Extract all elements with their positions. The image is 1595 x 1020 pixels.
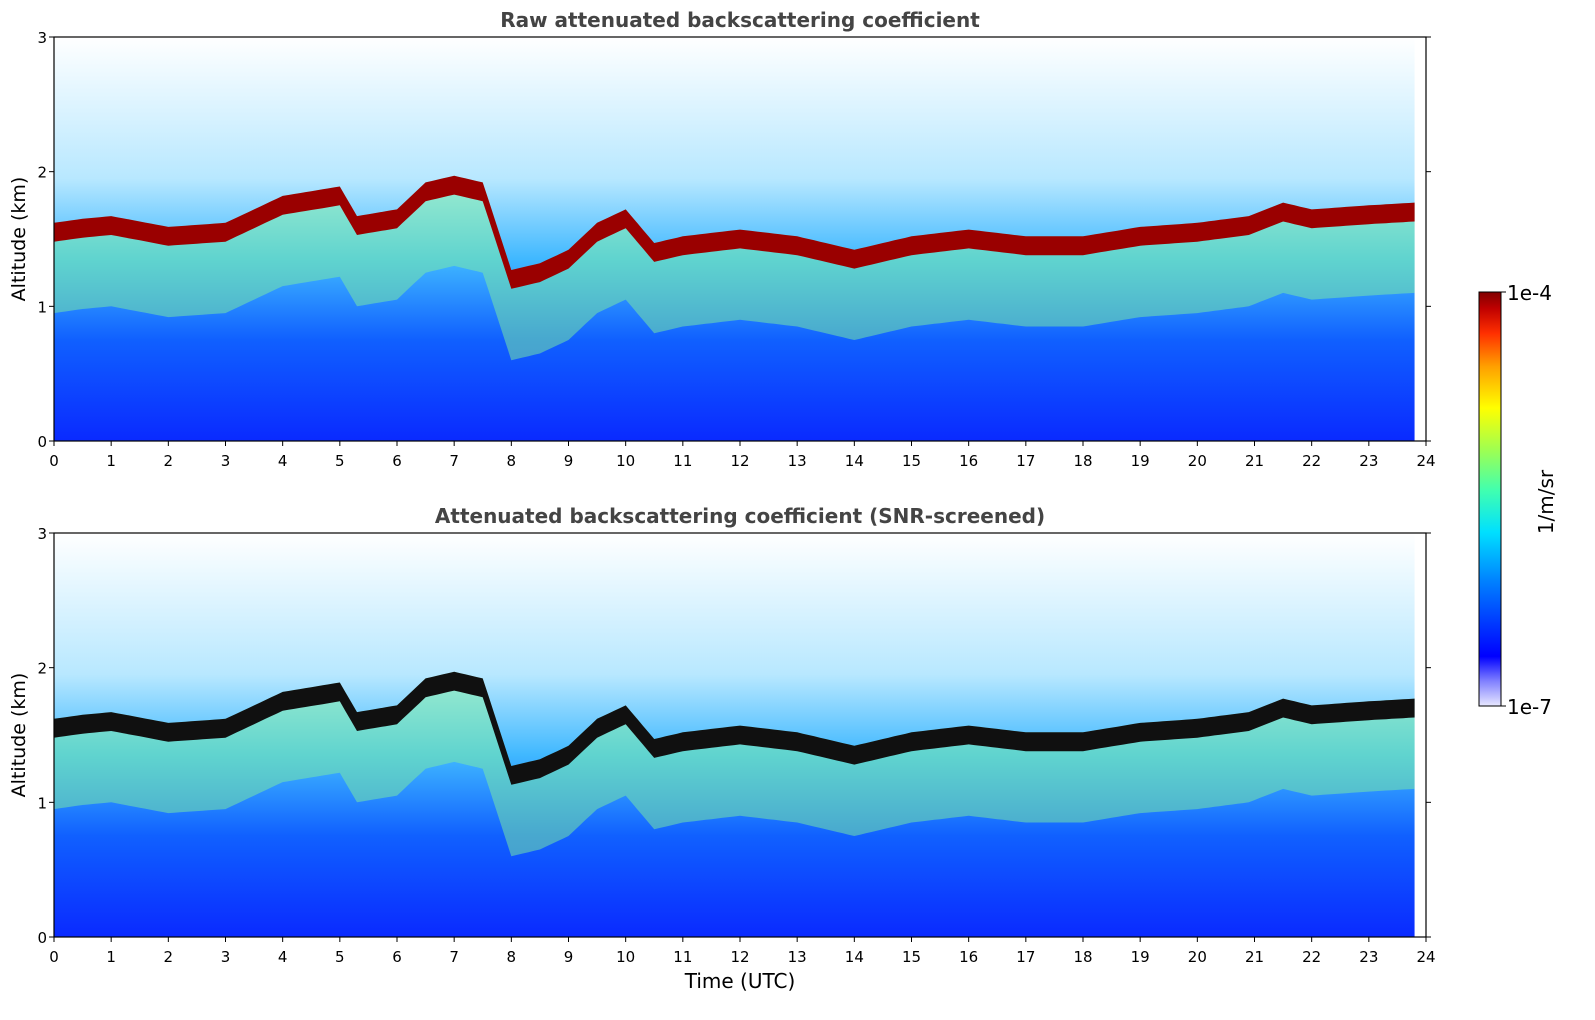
x-tick-label: 1: [106, 948, 116, 966]
chart-title: Raw attenuated backscattering coefficien…: [500, 8, 980, 32]
panel-raw: Raw attenuated backscattering coefficien…: [8, 8, 1436, 470]
colorbar-min-label: 1e-7: [1507, 695, 1552, 719]
x-tick-label: 8: [507, 948, 517, 966]
x-tick-label: 18: [1073, 452, 1092, 470]
x-tick-label: 17: [1016, 948, 1035, 966]
x-tick-label: 15: [902, 452, 921, 470]
x-tick-label: 20: [1188, 948, 1207, 966]
y-tick-label: 1: [37, 298, 47, 316]
y-axis-label: Altitude (km): [8, 673, 30, 798]
x-tick-label: 6: [392, 948, 402, 966]
x-tick-label: 5: [335, 948, 345, 966]
x-tick-label: 24: [1416, 452, 1435, 470]
x-tick-label: 0: [49, 948, 59, 966]
y-tick-label: 3: [37, 525, 47, 543]
x-tick-label: 7: [449, 948, 459, 966]
x-tick-label: 5: [335, 452, 345, 470]
x-tick-label: 13: [788, 452, 807, 470]
x-tick-label: 23: [1359, 948, 1378, 966]
x-tick-label: 4: [278, 452, 288, 470]
x-tick-label: 14: [845, 948, 864, 966]
x-tick-label: 16: [959, 948, 978, 966]
x-tick-label: 12: [730, 948, 749, 966]
x-tick-label: 24: [1416, 948, 1435, 966]
x-tick-label: 20: [1188, 452, 1207, 470]
y-tick-label: 0: [37, 929, 47, 947]
x-tick-label: 23: [1359, 452, 1378, 470]
x-tick-label: 15: [902, 948, 921, 966]
x-tick-label: 0: [49, 452, 59, 470]
x-tick-label: 6: [392, 452, 402, 470]
x-tick-label: 3: [221, 452, 231, 470]
colorbar: 1e-4 1e-7 1/m/sr: [1478, 281, 1558, 719]
x-tick-label: 8: [507, 452, 517, 470]
x-tick-label: 9: [564, 948, 574, 966]
x-tick-label: 11: [673, 452, 692, 470]
colorbar-gradient: [1478, 291, 1502, 707]
x-tick-label: 10: [616, 452, 635, 470]
y-axis-label: Altitude (km): [8, 177, 30, 302]
y-tick-label: 1: [37, 794, 47, 812]
colorbar-max-label: 1e-4: [1507, 281, 1552, 305]
x-tick-label: 10: [616, 948, 635, 966]
x-tick-label: 2: [164, 948, 174, 966]
x-tick-label: 14: [845, 452, 864, 470]
x-tick-label: 3: [221, 948, 231, 966]
y-tick-label: 2: [37, 660, 47, 678]
x-tick-label: 11: [673, 948, 692, 966]
x-tick-label: 4: [278, 948, 288, 966]
x-tick-label: 22: [1302, 948, 1321, 966]
colorbar-label: 1/m/sr: [1534, 469, 1558, 534]
panel-snr-screened: Attenuated backscattering coefficient (S…: [8, 504, 1436, 993]
chart-title: Attenuated backscattering coefficient (S…: [435, 504, 1045, 528]
x-tick-label: 19: [1131, 452, 1150, 470]
x-tick-label: 12: [730, 452, 749, 470]
x-tick-label: 1: [106, 452, 116, 470]
x-tick-label: 9: [564, 452, 574, 470]
x-tick-label: 17: [1016, 452, 1035, 470]
cloud-layer: [54, 671, 1415, 785]
x-tick-label: 19: [1131, 948, 1150, 966]
x-tick-label: 18: [1073, 948, 1092, 966]
y-tick-label: 2: [37, 164, 47, 182]
x-tick-label: 21: [1245, 452, 1264, 470]
x-tick-label: 7: [449, 452, 459, 470]
x-tick-label: 2: [164, 452, 174, 470]
cloud-layer: [54, 175, 1415, 289]
x-axis-label: Time (UTC): [684, 969, 796, 993]
y-tick-label: 3: [37, 29, 47, 47]
x-tick-label: 22: [1302, 452, 1321, 470]
x-tick-label: 16: [959, 452, 978, 470]
x-tick-label: 13: [788, 948, 807, 966]
y-tick-label: 0: [37, 433, 47, 451]
x-tick-label: 21: [1245, 948, 1264, 966]
